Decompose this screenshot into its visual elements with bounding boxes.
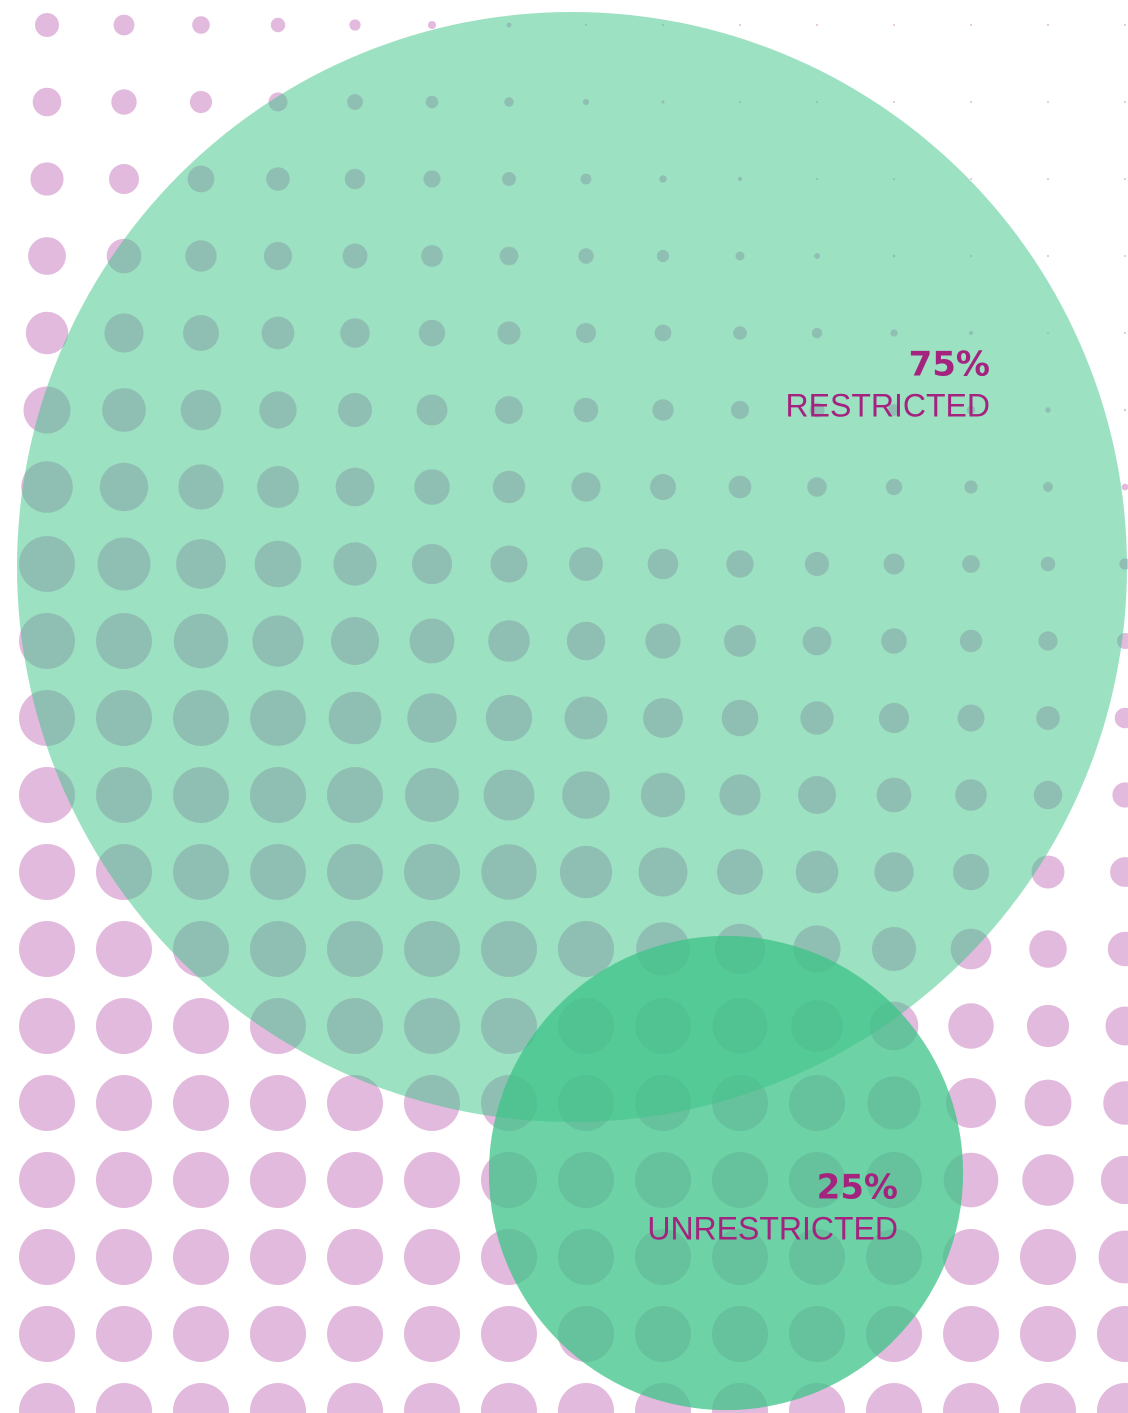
dot — [1124, 255, 1126, 257]
dot — [1124, 24, 1126, 26]
dot — [250, 1229, 306, 1285]
dot — [96, 1075, 152, 1131]
dot — [404, 1306, 460, 1362]
dot — [1124, 101, 1126, 103]
dot — [1124, 409, 1126, 411]
dot — [26, 312, 68, 354]
dot — [1047, 24, 1049, 26]
dot — [96, 1229, 152, 1285]
value-label: 75% — [909, 345, 990, 385]
dot — [349, 19, 360, 30]
dot — [404, 1152, 460, 1208]
dot — [250, 1383, 306, 1413]
dot — [192, 16, 210, 34]
dot — [481, 1306, 537, 1362]
dot — [96, 998, 152, 1054]
value-label: 25% — [817, 1168, 898, 1208]
dot — [327, 1383, 383, 1413]
dot — [1020, 1383, 1076, 1413]
dot — [1029, 930, 1067, 968]
dot — [1097, 1383, 1128, 1413]
dot — [943, 1306, 999, 1362]
dot — [173, 1306, 229, 1362]
dot — [173, 1383, 229, 1413]
dot — [1047, 255, 1049, 257]
dot — [327, 1229, 383, 1285]
dot — [1047, 178, 1049, 180]
dot — [970, 24, 972, 26]
dot — [1124, 332, 1126, 334]
dot — [96, 1152, 152, 1208]
dot — [1027, 1005, 1069, 1047]
dot — [96, 1383, 152, 1413]
dot — [19, 1306, 75, 1362]
category-label: UNRESTRICTED — [647, 1210, 898, 1246]
dot — [893, 24, 895, 26]
dot — [19, 998, 75, 1054]
dot — [271, 18, 285, 32]
dot — [250, 1306, 306, 1362]
dot — [19, 921, 75, 977]
dot — [970, 101, 972, 103]
dot — [1022, 1154, 1073, 1205]
dot — [1047, 101, 1049, 103]
dot — [1122, 484, 1128, 491]
dot — [404, 1383, 460, 1413]
dot — [739, 24, 741, 26]
dot — [970, 178, 972, 180]
dot — [19, 844, 75, 900]
dot — [250, 1152, 306, 1208]
dot — [1110, 857, 1128, 887]
dot — [558, 1383, 614, 1413]
dot — [816, 24, 818, 26]
dot — [943, 1383, 999, 1413]
dot — [1097, 1306, 1128, 1362]
dot — [96, 1306, 152, 1362]
dot — [866, 1383, 922, 1413]
dot — [1108, 932, 1128, 966]
dot — [111, 89, 136, 114]
dot — [28, 237, 66, 275]
dot — [19, 1383, 75, 1413]
dot — [1106, 1007, 1128, 1046]
chart: 75%RESTRICTED 25%UNRESTRICTED — [0, 0, 1128, 1413]
dot — [173, 1152, 229, 1208]
dot — [19, 1229, 75, 1285]
dot — [327, 1152, 383, 1208]
dot — [1103, 1081, 1128, 1125]
dot — [893, 101, 895, 103]
dot — [1025, 1080, 1072, 1127]
dot — [190, 91, 212, 113]
dot — [948, 1003, 993, 1048]
dot — [428, 21, 436, 29]
dot — [114, 15, 135, 36]
dot — [19, 1152, 75, 1208]
dot — [173, 998, 229, 1054]
dot — [33, 88, 62, 117]
dot — [1099, 1231, 1128, 1284]
page: 75%RESTRICTED25%UNRESTRICTED (() => { co… — [0, 0, 1128, 1413]
dot — [481, 1383, 537, 1413]
dot — [19, 1075, 75, 1131]
dot — [109, 164, 139, 194]
dot — [327, 1306, 383, 1362]
dot — [1020, 1229, 1076, 1285]
dot — [1115, 708, 1128, 729]
bubble — [17, 12, 1127, 1122]
dot — [1020, 1306, 1076, 1362]
dot — [1101, 1156, 1128, 1204]
dot — [173, 1229, 229, 1285]
dot — [404, 1229, 460, 1285]
dot — [1124, 178, 1126, 180]
dot — [96, 921, 152, 977]
dot — [30, 162, 63, 195]
dot — [1112, 782, 1128, 807]
dot — [250, 1075, 306, 1131]
dot — [173, 1075, 229, 1131]
dot — [35, 13, 59, 37]
category-label: RESTRICTED — [786, 387, 990, 423]
